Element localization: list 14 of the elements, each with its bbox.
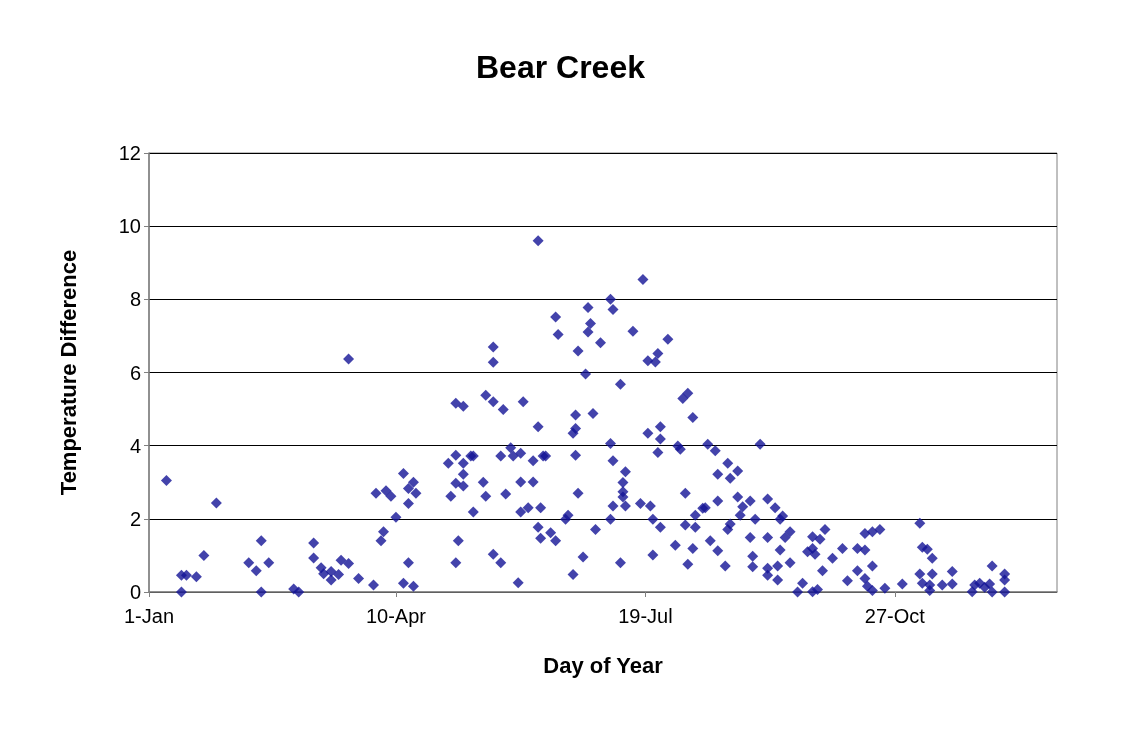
y-tick-label: 2 xyxy=(129,507,141,530)
y-tick-label: 0 xyxy=(129,581,141,603)
y-tick-label: 12 xyxy=(118,142,141,164)
x-tick-label: 27-Oct xyxy=(864,605,926,627)
y-tick-label: 8 xyxy=(129,288,141,311)
x-tick-label: 19-Jul xyxy=(618,605,673,627)
chart-title: Bear Creek xyxy=(476,49,646,85)
y-tick-label: 6 xyxy=(129,361,141,384)
y-tick-label: 4 xyxy=(129,434,141,457)
x-tick-label: 10-Apr xyxy=(365,605,427,627)
y-tick-label: 10 xyxy=(118,215,141,238)
y-axis-title: Temperature Difference xyxy=(55,249,81,496)
x-tick-label: 1-Jan xyxy=(123,605,175,627)
x-axis-title: Day of Year xyxy=(543,652,664,678)
